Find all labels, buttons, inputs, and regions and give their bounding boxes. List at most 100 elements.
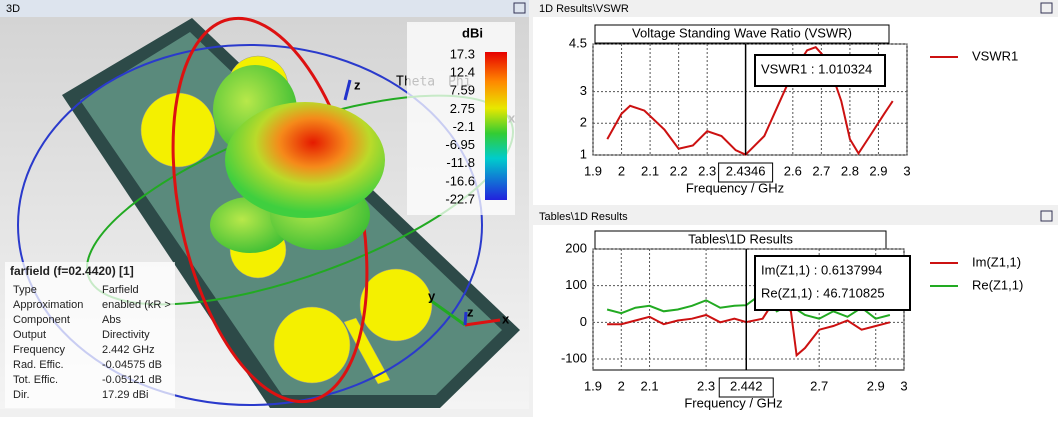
x-tick-label: 2.3 xyxy=(698,163,716,178)
panel-title: 3D xyxy=(6,3,20,15)
marker-label: 2.442 xyxy=(730,378,763,393)
annotation: VSWR1 : 1.010324 xyxy=(761,61,872,76)
marker-label-box xyxy=(718,377,774,398)
x-tick-label: 1.9 xyxy=(584,163,602,178)
info-panel: farfield (f=02.4420) [1] Type Farfield App… xyxy=(5,262,175,408)
x-tick-label: 2.3 xyxy=(697,378,715,393)
panel-header xyxy=(533,0,1058,17)
x-tick-label: 2.6 xyxy=(784,163,802,178)
colorbar-label: 7.59 xyxy=(450,83,475,98)
y-tick-label: 4.5 xyxy=(569,35,587,50)
close-button[interactable] xyxy=(513,2,526,14)
close-button[interactable] xyxy=(1040,210,1053,222)
marker-label: 2.4346 xyxy=(726,163,766,178)
info-value: Directivity xyxy=(102,329,150,341)
x-tick-label: 2.2 xyxy=(670,163,688,178)
colorbar xyxy=(485,52,507,200)
feed xyxy=(343,317,391,385)
info-key: Type xyxy=(13,284,37,296)
x-tick-label: 2.7 xyxy=(812,163,830,178)
panel-title: Tables\1D Results xyxy=(539,211,628,223)
y-tick-label: -100 xyxy=(561,350,587,365)
colorbar-label: 12.4 xyxy=(450,65,475,80)
annotation-box xyxy=(754,54,886,87)
info-key: Rad. Effic. xyxy=(13,359,64,371)
x-tick-label: 2 xyxy=(618,163,625,178)
y-tick-label: 100 xyxy=(565,277,587,292)
y-tick-label: 1 xyxy=(580,146,587,161)
axis-label: z xyxy=(467,304,474,319)
chart-title-box xyxy=(594,24,890,44)
legend-label: VSWR1 xyxy=(972,48,1018,63)
info-value: 2.442 GHz xyxy=(102,344,155,356)
x-tick-label: 2.7 xyxy=(810,378,828,393)
main-lobe xyxy=(225,102,385,218)
y-tick-label: 2 xyxy=(580,115,587,130)
info-value: enabled (kR > xyxy=(102,299,171,311)
close-button[interactable] xyxy=(1040,2,1053,14)
x-tick-label: 2.1 xyxy=(641,163,659,178)
x-axis-label: Frequency / GHz xyxy=(684,395,782,410)
y-tick-label: 200 xyxy=(565,240,587,255)
colorbar-label: -6.95 xyxy=(445,137,475,152)
x-axis-label: Frequency / GHz xyxy=(686,180,784,195)
x-tick-label: 3 xyxy=(900,378,907,393)
y-tick-label: 0 xyxy=(580,314,587,329)
x-tick-label: 3 xyxy=(903,163,910,178)
info-key: Tot. Effic. xyxy=(13,374,58,386)
patch xyxy=(140,92,216,168)
info-key: Frequency xyxy=(13,344,65,356)
legend-label: Im(Z1,1) xyxy=(972,254,1021,269)
axis xyxy=(464,318,501,327)
info-value: 17.29 dBi xyxy=(102,389,148,401)
colorbar-unit: dBi xyxy=(462,25,483,40)
axis xyxy=(343,79,352,101)
annotation: Im(Z1,1) : 0.6137994 xyxy=(761,262,882,277)
patch xyxy=(359,268,433,342)
info-value: Farfield xyxy=(102,284,139,296)
x-tick-label: 1.9 xyxy=(584,378,602,393)
axis xyxy=(463,311,468,326)
panel-header xyxy=(0,0,529,17)
chart-title: Tables\1D Results xyxy=(688,231,793,246)
info-key: Approximation xyxy=(13,299,83,311)
info-key: Output xyxy=(13,329,46,341)
colorbar-label: 17.3 xyxy=(450,46,475,61)
info-key: Component xyxy=(13,314,70,326)
colorbar-label: -11.8 xyxy=(446,155,475,170)
series-line xyxy=(606,46,894,156)
marker-label-box xyxy=(718,162,774,183)
axis xyxy=(429,298,466,327)
x-tick-label: 2.9 xyxy=(867,378,885,393)
colorbar-label: 2.75 xyxy=(450,101,475,116)
colorbar-label: -16.6 xyxy=(445,173,475,188)
axis-label: z xyxy=(354,77,361,92)
panel-title: 1D Results\VSWR xyxy=(539,3,629,15)
info-box xyxy=(5,262,175,408)
info-value: -0.04575 dB xyxy=(102,359,162,371)
legend-label: Re(Z1,1) xyxy=(972,277,1023,292)
axis-label: x xyxy=(502,311,510,326)
chart-title: Voltage Standing Wave Ratio (VSWR) xyxy=(632,25,852,40)
x-tick-label: 2.1 xyxy=(641,378,659,393)
annotation-box xyxy=(754,255,911,311)
annotation: Re(Z1,1) : 46.710825 xyxy=(761,285,885,300)
info-value: -0.05121 dB xyxy=(102,374,162,386)
info-value: Abs xyxy=(102,314,121,326)
axis-label: y xyxy=(428,288,436,303)
y-tick-label: 3 xyxy=(580,83,587,98)
info-title: farfield (f=02.4420) [1] xyxy=(10,264,134,278)
x-tick-label: 2.8 xyxy=(841,163,859,178)
scene xyxy=(17,16,520,408)
panel-header xyxy=(533,208,1058,225)
colorbar-label: -2.1 xyxy=(453,119,475,134)
x-tick-label: 2.9 xyxy=(869,163,887,178)
patch xyxy=(273,306,351,384)
phi-circle xyxy=(17,44,483,406)
x-tick-label: 2 xyxy=(618,378,625,393)
series-line xyxy=(607,295,891,358)
colorbar-label: -22.7 xyxy=(445,191,475,206)
info-key: Dir. xyxy=(13,389,30,401)
